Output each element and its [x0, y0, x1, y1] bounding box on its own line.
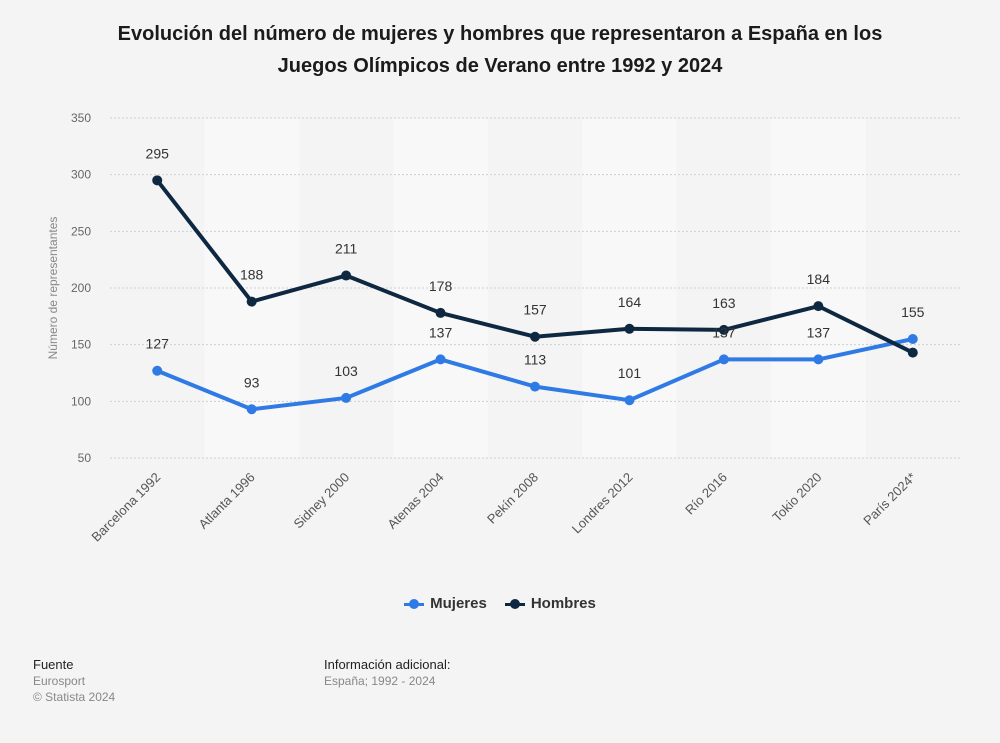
legend-item-mujeres[interactable]: Mujeres	[404, 595, 487, 612]
data-point-hombres	[341, 270, 352, 281]
data-label-mujeres: 155	[901, 304, 925, 320]
data-label-hombres: 188	[240, 267, 264, 283]
chart-title-line-1: Evolución del número de mujeres y hombre…	[117, 23, 883, 45]
data-label-hombres: 163	[712, 295, 736, 311]
y-axis-label: Número de representantes	[46, 216, 60, 360]
x-tick-label: Pekín 2008	[484, 470, 541, 527]
y-tick-label: 100	[71, 394, 91, 408]
data-point-hombres	[152, 175, 163, 186]
category-band	[393, 118, 488, 458]
legend-marker-mujeres	[404, 598, 425, 610]
legend-label-mujeres: Mujeres	[430, 595, 487, 612]
source-link[interactable]: Eurosport	[33, 674, 86, 688]
y-tick-label: 150	[71, 338, 91, 352]
line-chart: 50 100 150 200 250 300 350 Barcelona 1992 Atlant…	[71, 111, 960, 545]
legend-marker-hombres	[504, 598, 525, 610]
data-point-mujeres	[624, 395, 635, 406]
data-label-hombres: 295	[146, 145, 170, 161]
x-tick-label: Barcelona 1992	[88, 470, 163, 545]
y-tick-label: 250	[71, 224, 91, 238]
data-label-mujeres: 93	[244, 374, 260, 390]
data-label-hombres: 157	[523, 302, 547, 318]
chart-title: Evolución del número de mujeres y hombre…	[60, 18, 940, 82]
data-point-hombres	[624, 323, 635, 334]
source-block: Fuente Eurosport © Statista 2024	[33, 657, 115, 705]
data-point-hombres	[718, 324, 729, 335]
x-tick-label: Londres 2012	[569, 470, 636, 537]
x-tick-label: Atenas 2004	[384, 470, 446, 532]
data-label-mujeres: 137	[807, 324, 831, 340]
chart-title-line-2: Juegos Olímpicos de Verano entre 1992 y …	[277, 55, 723, 77]
info-heading[interactable]: Información adicional:	[324, 657, 451, 672]
data-label-hombres: 164	[618, 294, 642, 310]
data-point-hombres	[530, 331, 540, 342]
data-point-mujeres	[813, 354, 824, 365]
x-tick-label: Sidney 2000	[291, 470, 353, 532]
y-tick-label: 300	[71, 168, 91, 182]
info-text: España; 1992 - 2024	[324, 674, 436, 688]
data-point-mujeres	[152, 365, 163, 376]
y-tick-label: 50	[78, 451, 92, 465]
data-label-hombres: 184	[807, 271, 831, 287]
legend-label-hombres: Hombres	[530, 595, 596, 612]
x-tick-label: París 2024*	[860, 470, 919, 529]
data-point-mujeres	[435, 354, 446, 365]
data-label-mujeres: 127	[146, 336, 170, 352]
data-point-hombres	[907, 347, 918, 358]
data-point-mujeres	[530, 381, 540, 392]
data-point-mujeres	[341, 392, 352, 403]
data-point-mujeres	[246, 404, 257, 415]
data-point-hombres	[246, 296, 257, 307]
data-point-hombres	[813, 301, 824, 312]
legend: Mujeres Hombres	[0, 595, 1000, 612]
data-label-hombres: 211	[335, 241, 358, 257]
info-block: Información adicional: España; 1992 - 20…	[324, 657, 450, 689]
x-tick-label: Atlanta 1996	[196, 470, 258, 532]
data-label-mujeres: 137	[712, 324, 736, 340]
x-tick-label: Tokio 2020	[769, 470, 824, 525]
data-label-mujeres: 137	[429, 324, 453, 340]
data-label-mujeres: 101	[618, 365, 642, 381]
x-tick-label: Río 2016	[682, 470, 730, 518]
y-tick-label: 200	[71, 281, 91, 295]
data-label-mujeres: 103	[334, 363, 358, 379]
data-point-mujeres	[907, 334, 918, 344]
data-label-hombres: 178	[429, 278, 453, 294]
copyright: © Statista 2024	[33, 690, 116, 704]
data-point-mujeres	[718, 354, 729, 365]
data-label-mujeres: 113	[524, 352, 547, 368]
source-heading: Fuente	[33, 657, 74, 672]
legend-item-hombres[interactable]: Hombres	[504, 595, 596, 612]
y-tick-label: 350	[71, 111, 91, 125]
data-point-hombres	[435, 307, 446, 318]
